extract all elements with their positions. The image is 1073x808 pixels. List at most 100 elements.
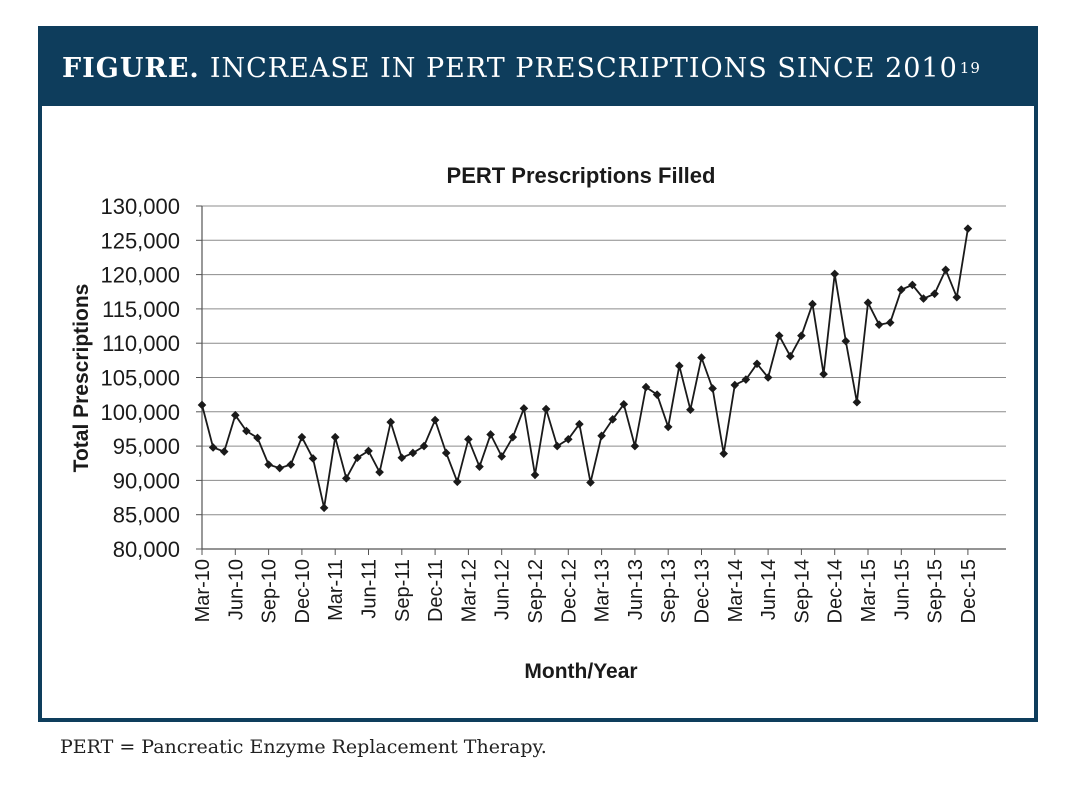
- y-tick-label: 125,000: [100, 228, 180, 253]
- data-point: [519, 404, 529, 413]
- x-tick-label: Sep-10: [259, 559, 281, 624]
- data-point: [808, 299, 817, 309]
- x-tick-label: Jun-10: [225, 559, 247, 620]
- data-point: [386, 417, 395, 427]
- x-tick-label: Mar-10: [192, 559, 214, 622]
- x-tick-label: Mar-13: [592, 559, 614, 622]
- data-point: [897, 285, 906, 294]
- data-point: [763, 373, 773, 382]
- data-point: [819, 369, 828, 379]
- data-point: [952, 292, 962, 302]
- data-point: [364, 446, 373, 456]
- x-tick-label: Jun-14: [758, 559, 780, 620]
- data-point: [885, 318, 895, 327]
- x-tick-label: Jun-15: [891, 559, 913, 620]
- data-point: [375, 467, 384, 477]
- data-point: [797, 331, 806, 340]
- x-tick-label: Dec-11: [425, 559, 447, 622]
- data-point: [530, 470, 540, 480]
- data-point: [708, 384, 717, 393]
- data-point: [908, 280, 917, 290]
- y-tick-label: 90,000: [113, 468, 180, 493]
- data-point: [552, 441, 562, 451]
- x-tick-label: Jun-13: [625, 559, 647, 620]
- x-tick-label: Dec-15: [958, 559, 980, 623]
- data-point: [353, 453, 362, 463]
- data-point: [397, 453, 407, 463]
- data-point: [686, 405, 695, 415]
- data-point: [197, 400, 207, 410]
- x-axis-label: Month/Year: [524, 660, 637, 683]
- data-point: [863, 298, 873, 308]
- x-axis-ticks: Mar-10 Jun-10 Sep-10 Dec-10 Mar-11 Jun-11 Sep-…: [192, 549, 980, 624]
- data-point: [208, 443, 218, 452]
- data-markers: [197, 224, 973, 513]
- data-point: [497, 452, 506, 461]
- y-tick-label: 110,000: [102, 331, 180, 356]
- data-point: [286, 460, 296, 469]
- x-tick-label: Sep-11: [392, 559, 414, 622]
- data-point: [508, 432, 518, 442]
- data-point: [597, 431, 606, 441]
- figure-banner: FIGURE. INCREASE IN PERT PRESCRIPTIONS S…: [42, 30, 1034, 106]
- data-point: [930, 289, 939, 299]
- x-tick-label: Sep-15: [925, 559, 947, 624]
- data-point: [841, 336, 851, 346]
- figure-reference: 19: [959, 59, 981, 77]
- x-tick-label: Sep-14: [791, 559, 813, 624]
- figure-title: INCREASE IN PERT PRESCRIPTIONS SINCE 201…: [209, 52, 958, 84]
- data-point: [919, 294, 928, 303]
- x-tick-label: Mar-15: [858, 559, 880, 622]
- data-point: [564, 434, 573, 444]
- footnote: PERT = Pancreatic Enzyme Replacement The…: [60, 736, 547, 758]
- x-tick-label: Dec-13: [692, 559, 714, 623]
- data-point: [619, 399, 629, 409]
- data-point: [453, 477, 462, 487]
- data-point: [231, 410, 240, 420]
- x-tick-label: Mar-11: [325, 559, 347, 621]
- data-point: [319, 503, 329, 513]
- y-tick-label: 95,000: [113, 434, 180, 459]
- data-point: [874, 320, 884, 329]
- x-tick-label: Sep-13: [658, 559, 680, 624]
- data-point: [852, 397, 862, 407]
- data-point: [675, 361, 684, 371]
- y-axis-label: Total Prescriptions: [70, 284, 93, 473]
- y-tick-label: 80,000: [113, 537, 180, 562]
- figure-frame: FIGURE. INCREASE IN PERT PRESCRIPTIONS S…: [38, 26, 1038, 722]
- x-tick-label: Mar-14: [725, 559, 747, 622]
- data-point: [697, 353, 706, 362]
- y-tick-label: 115,000: [102, 297, 180, 322]
- y-axis-ticks: 80,000 85,000 90,000 95,000 100,000 105,000 11…: [100, 194, 202, 562]
- data-point: [219, 447, 229, 456]
- data-point: [786, 351, 795, 361]
- y-tick-label: 130,000: [100, 194, 180, 219]
- x-tick-label: Dec-12: [558, 559, 580, 623]
- data-point: [752, 359, 762, 369]
- data-point: [575, 419, 584, 429]
- data-point: [441, 448, 451, 458]
- data-point: [774, 331, 784, 340]
- data-point: [663, 422, 673, 432]
- chart-title: PERT Prescriptions Filled: [447, 163, 716, 188]
- data-point: [330, 432, 340, 442]
- data-point: [830, 269, 839, 279]
- x-tick-label: Jun-12: [492, 559, 514, 620]
- data-point: [253, 433, 262, 443]
- series-line: [201, 228, 969, 508]
- data-point: [486, 430, 495, 439]
- data-point: [430, 415, 440, 425]
- data-point: [541, 404, 551, 414]
- data-point: [641, 382, 651, 392]
- y-tick-label: 85,000: [113, 503, 180, 528]
- data-point: [586, 478, 595, 487]
- y-tick-label: 120,000: [100, 263, 180, 288]
- x-tick-label: Dec-10: [292, 559, 314, 623]
- x-tick-label: Jun-11: [359, 559, 381, 619]
- data-point: [630, 441, 640, 451]
- data-point: [475, 462, 484, 471]
- data-point: [242, 426, 251, 436]
- data-point: [275, 463, 284, 473]
- data-point: [419, 441, 429, 451]
